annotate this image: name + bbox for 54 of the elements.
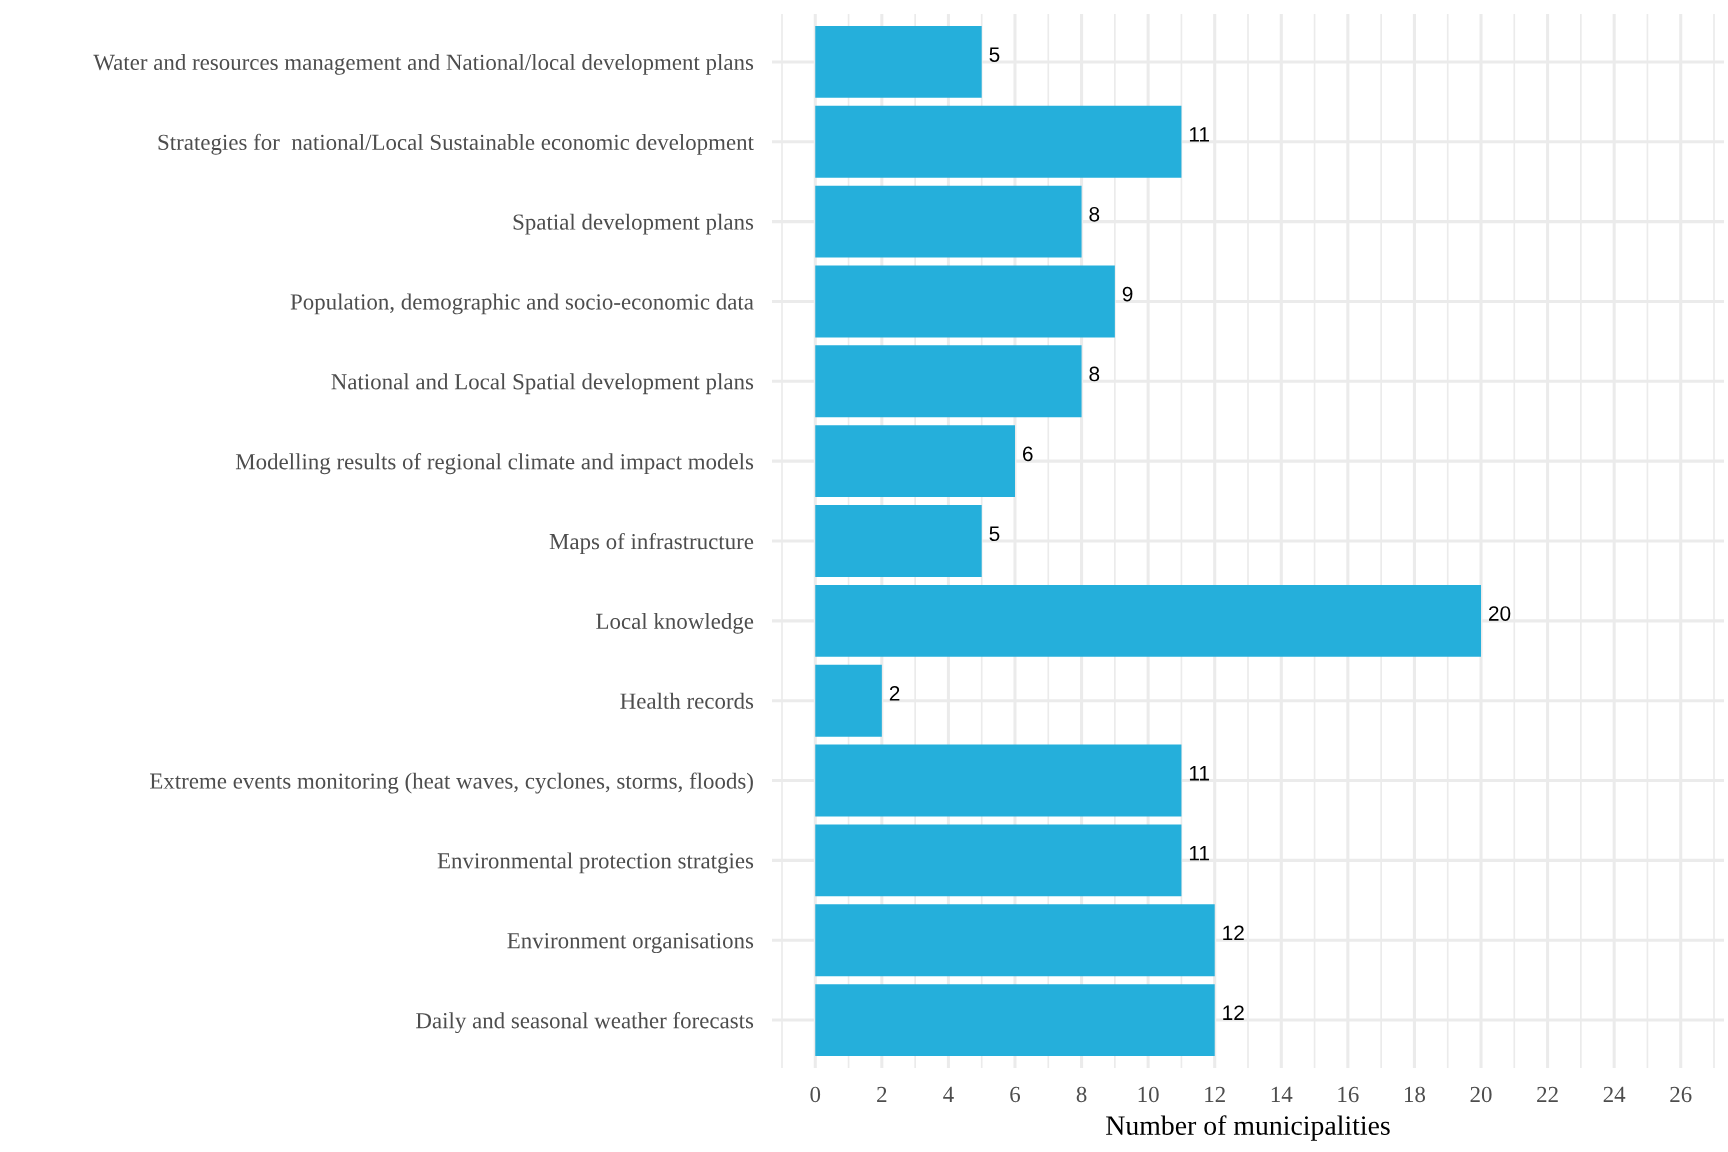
x-tick-label: 10 xyxy=(1138,1086,1159,1103)
bar xyxy=(815,345,1082,418)
data-label: 5 xyxy=(989,526,1000,542)
y-tick-label: Local knowledge xyxy=(596,612,754,634)
y-tick-label: Health records xyxy=(620,692,754,709)
bar xyxy=(815,984,1215,1057)
data-label: 11 xyxy=(1189,845,1209,861)
data-label: 11 xyxy=(1189,766,1209,781)
x-tick-label: 20 xyxy=(1470,1086,1492,1103)
x-tick-label: 0 xyxy=(810,1086,821,1103)
y-tick-label: Modelling results of regional climate and impact models xyxy=(235,453,754,475)
bar xyxy=(815,744,1182,817)
data-label: 8 xyxy=(1089,206,1100,222)
data-label: 2 xyxy=(889,685,900,701)
y-tick-label: Spatial development plans xyxy=(513,213,754,235)
y-tick-label: Extreme events monitoring (heat waves, cyclones, storms, floods) xyxy=(150,772,753,794)
x-tick-label: 26 xyxy=(1670,1086,1692,1103)
data-label: 12 xyxy=(1223,925,1244,941)
x-tick-label: 14 xyxy=(1271,1086,1293,1102)
x-tick-label: 8 xyxy=(1076,1086,1087,1103)
y-tick-label: Maps of infrastructure xyxy=(549,532,754,554)
data-label: 9 xyxy=(1122,286,1133,302)
x-tick-label: 16 xyxy=(1338,1086,1359,1103)
data-label: 11 xyxy=(1189,127,1209,142)
data-label: 12 xyxy=(1223,1005,1244,1020)
y-tick-label: National and Local Spatial development plans xyxy=(331,373,754,395)
bar xyxy=(815,25,982,98)
y-tick-label: Water and resources management and National/local development plans xyxy=(93,53,754,75)
data-label: 6 xyxy=(1023,446,1033,462)
bar xyxy=(815,185,1082,258)
bar xyxy=(815,664,882,737)
bar xyxy=(815,584,1482,657)
bar xyxy=(815,904,1215,977)
x-axis-title: Number of municipalities xyxy=(1106,1115,1390,1141)
bar xyxy=(815,105,1182,178)
y-tick-label: Environment organisations xyxy=(507,932,754,954)
x-tick-label: 4 xyxy=(943,1086,954,1102)
x-tick-label: 6 xyxy=(1010,1086,1021,1103)
bar xyxy=(815,505,982,577)
y-tick-label: Daily and seasonal weather forecasts xyxy=(416,1012,754,1034)
x-tick-label: 18 xyxy=(1404,1086,1426,1103)
x-tick-label: 24 xyxy=(1603,1086,1626,1102)
bar xyxy=(815,265,1115,338)
x-tick-label: 2 xyxy=(877,1086,887,1102)
x-tick-label: 12 xyxy=(1205,1086,1225,1102)
data-label: 8 xyxy=(1089,366,1100,382)
data-label: 5 xyxy=(989,47,1000,62)
bar xyxy=(815,824,1182,897)
bar xyxy=(815,425,1015,498)
data-label: 20 xyxy=(1489,606,1511,621)
x-tick-label: 22 xyxy=(1537,1086,1558,1102)
y-tick-label: Population, demographic and socio-economic data xyxy=(290,293,754,315)
y-tick-label: Strategies for national/Local Sustainable economic development xyxy=(158,133,754,155)
y-tick-label: Environmental protection stratgies xyxy=(437,852,754,874)
